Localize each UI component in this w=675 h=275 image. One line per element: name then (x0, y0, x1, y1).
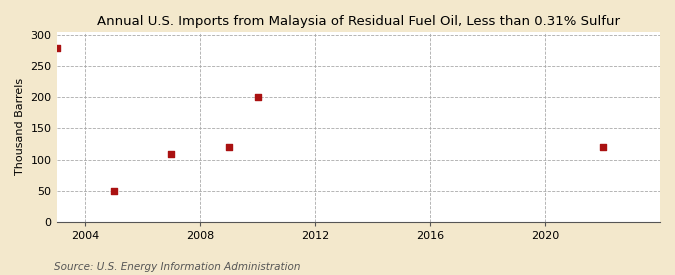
Point (252, 95, 263, 100)
Title: Annual U.S. Imports from Malaysia of Residual Fuel Oil, Less than 0.31% Sulfur: Annual U.S. Imports from Malaysia of Res… (97, 15, 620, 28)
Point (223, 145, 234, 149)
Point (51, 45, 62, 50)
Point (109, 188, 119, 193)
Text: Source: U.S. Energy Information Administration: Source: U.S. Energy Information Administ… (54, 262, 300, 272)
Point (597, 145, 608, 149)
Point (166, 152, 177, 156)
Y-axis label: Thousand Barrels: Thousand Barrels (15, 78, 25, 175)
